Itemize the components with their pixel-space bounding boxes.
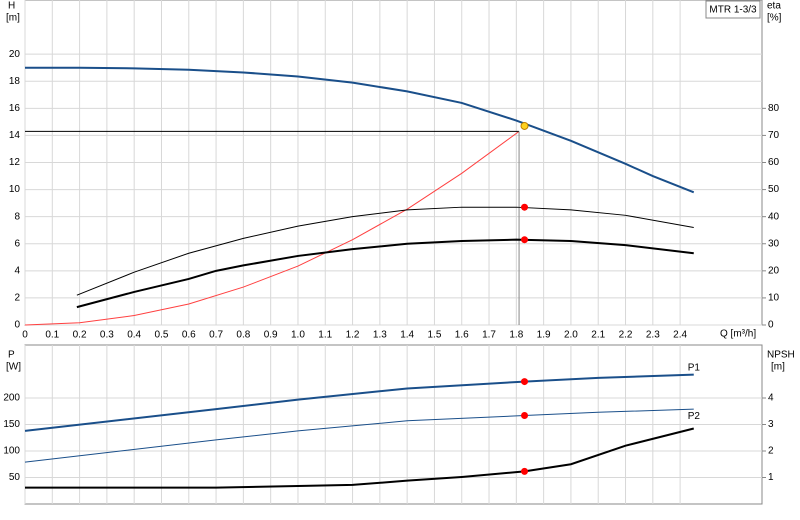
y2-tick-label: 4 bbox=[768, 393, 774, 404]
x-tick-label: 1.8 bbox=[509, 330, 523, 341]
y-tick-label: 100 bbox=[3, 446, 20, 457]
point bbox=[520, 121, 529, 130]
y2-tick-label: 80 bbox=[768, 103, 780, 114]
y2-tick-label: 40 bbox=[768, 211, 780, 222]
point bbox=[521, 236, 529, 244]
x-tick-label: 1.0 bbox=[291, 330, 305, 341]
series-line bbox=[25, 66, 695, 194]
x-tick-label: 0.7 bbox=[209, 330, 223, 341]
x-tick-label: 0.5 bbox=[155, 330, 169, 341]
x-tick-label: 2.4 bbox=[673, 330, 687, 341]
y-unit: [m] bbox=[6, 13, 20, 24]
y2-unit: [m] bbox=[771, 362, 785, 373]
y-label: P bbox=[8, 350, 15, 361]
series-line bbox=[76, 206, 694, 296]
point bbox=[521, 378, 529, 386]
x-tick-label: 1.7 bbox=[482, 330, 496, 341]
y-tick-label: 12 bbox=[9, 157, 21, 168]
y2-tick-label: 70 bbox=[768, 130, 780, 141]
x-tick-label: 1.6 bbox=[455, 330, 469, 341]
y-tick-label: 16 bbox=[9, 103, 21, 114]
x-tick-label: 2.2 bbox=[619, 330, 633, 341]
point bbox=[521, 467, 529, 475]
x-tick-label: 2.3 bbox=[646, 330, 660, 341]
y-tick-label: 18 bbox=[9, 76, 21, 87]
chart-title: MTR 1-3/3 bbox=[709, 5, 757, 16]
x-tick-label: 1.4 bbox=[400, 330, 414, 341]
x-tick-label: 0.8 bbox=[236, 330, 250, 341]
x-tick-label: 1.5 bbox=[427, 330, 441, 341]
y2-tick-label: 50 bbox=[768, 184, 780, 195]
y-tick-label: 20 bbox=[9, 49, 21, 60]
series-line bbox=[24, 373, 694, 432]
y2-tick-label: 1 bbox=[768, 472, 774, 483]
y-label: H bbox=[8, 1, 15, 12]
x-label: Q [m³/h] bbox=[720, 329, 756, 340]
y2-tick-label: 3 bbox=[768, 419, 774, 430]
y2-tick-label: 30 bbox=[768, 238, 780, 249]
y2-label: NPSH bbox=[767, 350, 795, 361]
y-tick-label: 6 bbox=[14, 238, 20, 249]
y-tick-label: 0 bbox=[14, 320, 20, 331]
y2-tick-label: 0 bbox=[768, 320, 774, 331]
y2-unit: [%] bbox=[767, 13, 782, 24]
x-tick-label: 1.2 bbox=[346, 330, 360, 341]
series-line bbox=[25, 427, 695, 489]
series-line bbox=[24, 130, 520, 326]
x-tick-label: 1.9 bbox=[537, 330, 551, 341]
x-tick-label: 0.1 bbox=[45, 330, 59, 341]
y2-tick-label: 2 bbox=[768, 446, 774, 457]
y-tick-label: 50 bbox=[9, 472, 21, 483]
y-tick-label: 8 bbox=[14, 211, 20, 222]
x-tick-label: 0.2 bbox=[73, 330, 87, 341]
y2-tick-label: 20 bbox=[768, 265, 780, 276]
x-tick-label: 2.1 bbox=[591, 330, 605, 341]
y-tick-label: 10 bbox=[9, 184, 21, 195]
x-tick-label: 0.9 bbox=[264, 330, 278, 341]
series-line bbox=[76, 238, 694, 309]
y2-label: eta bbox=[767, 1, 781, 12]
title-box bbox=[705, 0, 761, 19]
series-line bbox=[24, 408, 694, 463]
x-tick-label: 0.3 bbox=[100, 330, 114, 341]
series-label: P1 bbox=[688, 362, 701, 373]
x-tick-label: 0.4 bbox=[127, 330, 141, 341]
y-unit: [W] bbox=[6, 362, 21, 373]
y-tick-label: 200 bbox=[3, 393, 20, 404]
x-tick-label: 2.0 bbox=[564, 330, 578, 341]
x-tick-label: 0 bbox=[22, 330, 28, 341]
point bbox=[521, 411, 529, 419]
y-tick-label: 150 bbox=[3, 419, 20, 430]
y-tick-label: 4 bbox=[14, 265, 20, 276]
series-label: P2 bbox=[688, 411, 701, 422]
point bbox=[521, 203, 529, 211]
x-tick-label: 1.3 bbox=[373, 330, 387, 341]
y2-tick-label: 60 bbox=[768, 157, 780, 168]
x-tick-label: 0.6 bbox=[182, 330, 196, 341]
y-tick-label: 2 bbox=[14, 293, 20, 304]
x-tick-label: 1.1 bbox=[318, 330, 332, 341]
y2-tick-label: 10 bbox=[768, 293, 780, 304]
y-tick-label: 14 bbox=[9, 130, 21, 141]
